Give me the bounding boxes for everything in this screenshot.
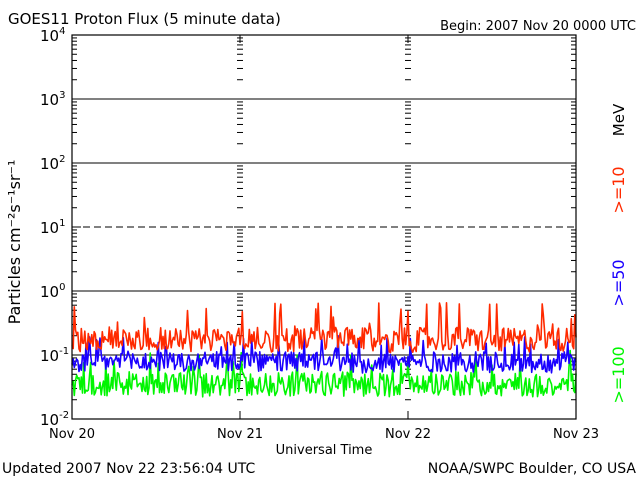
x-tick-label: Nov 22 xyxy=(385,427,431,442)
y-tick-label: 10-1 xyxy=(40,346,69,365)
legend-unit: MeV xyxy=(610,103,628,136)
y-tick-label: 104 xyxy=(40,26,65,45)
x-tick-labels: Nov 20 Nov 21 Nov 22 Nov 23 xyxy=(49,427,599,442)
y-tick-label: 102 xyxy=(40,154,65,173)
plot-frame xyxy=(71,34,577,420)
begin-time: Begin: 2007 Nov 20 0000 UTC xyxy=(440,19,636,34)
chart-title: GOES11 Proton Flux (5 minute data) xyxy=(8,10,281,28)
series-line-ge10 xyxy=(71,301,577,354)
y-tick-label: 101 xyxy=(40,218,65,237)
y-tick-label: 100 xyxy=(40,282,65,301)
y-tick-label: 10-2 xyxy=(40,410,69,429)
legend: MeV >=10 >=50 >=100 xyxy=(609,103,628,404)
y-tick-label: 103 xyxy=(40,90,65,109)
legend-entry-ge100: >=100 xyxy=(609,346,628,403)
y-tick-labels: 10-2 10-1 100 101 102 103 104 xyxy=(40,26,69,429)
x-tick-label: Nov 20 xyxy=(49,427,95,442)
x-tick-label: Nov 23 xyxy=(553,427,599,442)
series-line-ge50 xyxy=(71,334,577,374)
x-axis-label: Universal Time xyxy=(276,443,373,458)
y-axis-label: Particles cm⁻²s⁻¹sr⁻¹ xyxy=(5,160,24,325)
legend-entry-ge10: >=10 xyxy=(609,166,628,213)
source-credit: NOAA/SWPC Boulder, CO USA xyxy=(428,461,637,477)
updated-time: Updated 2007 Nov 22 23:56:04 UTC xyxy=(2,461,255,477)
x-tick-label: Nov 21 xyxy=(217,427,263,442)
legend-entry-ge50: >=50 xyxy=(609,259,628,306)
plot-border xyxy=(71,34,577,420)
series-layer xyxy=(71,301,577,398)
